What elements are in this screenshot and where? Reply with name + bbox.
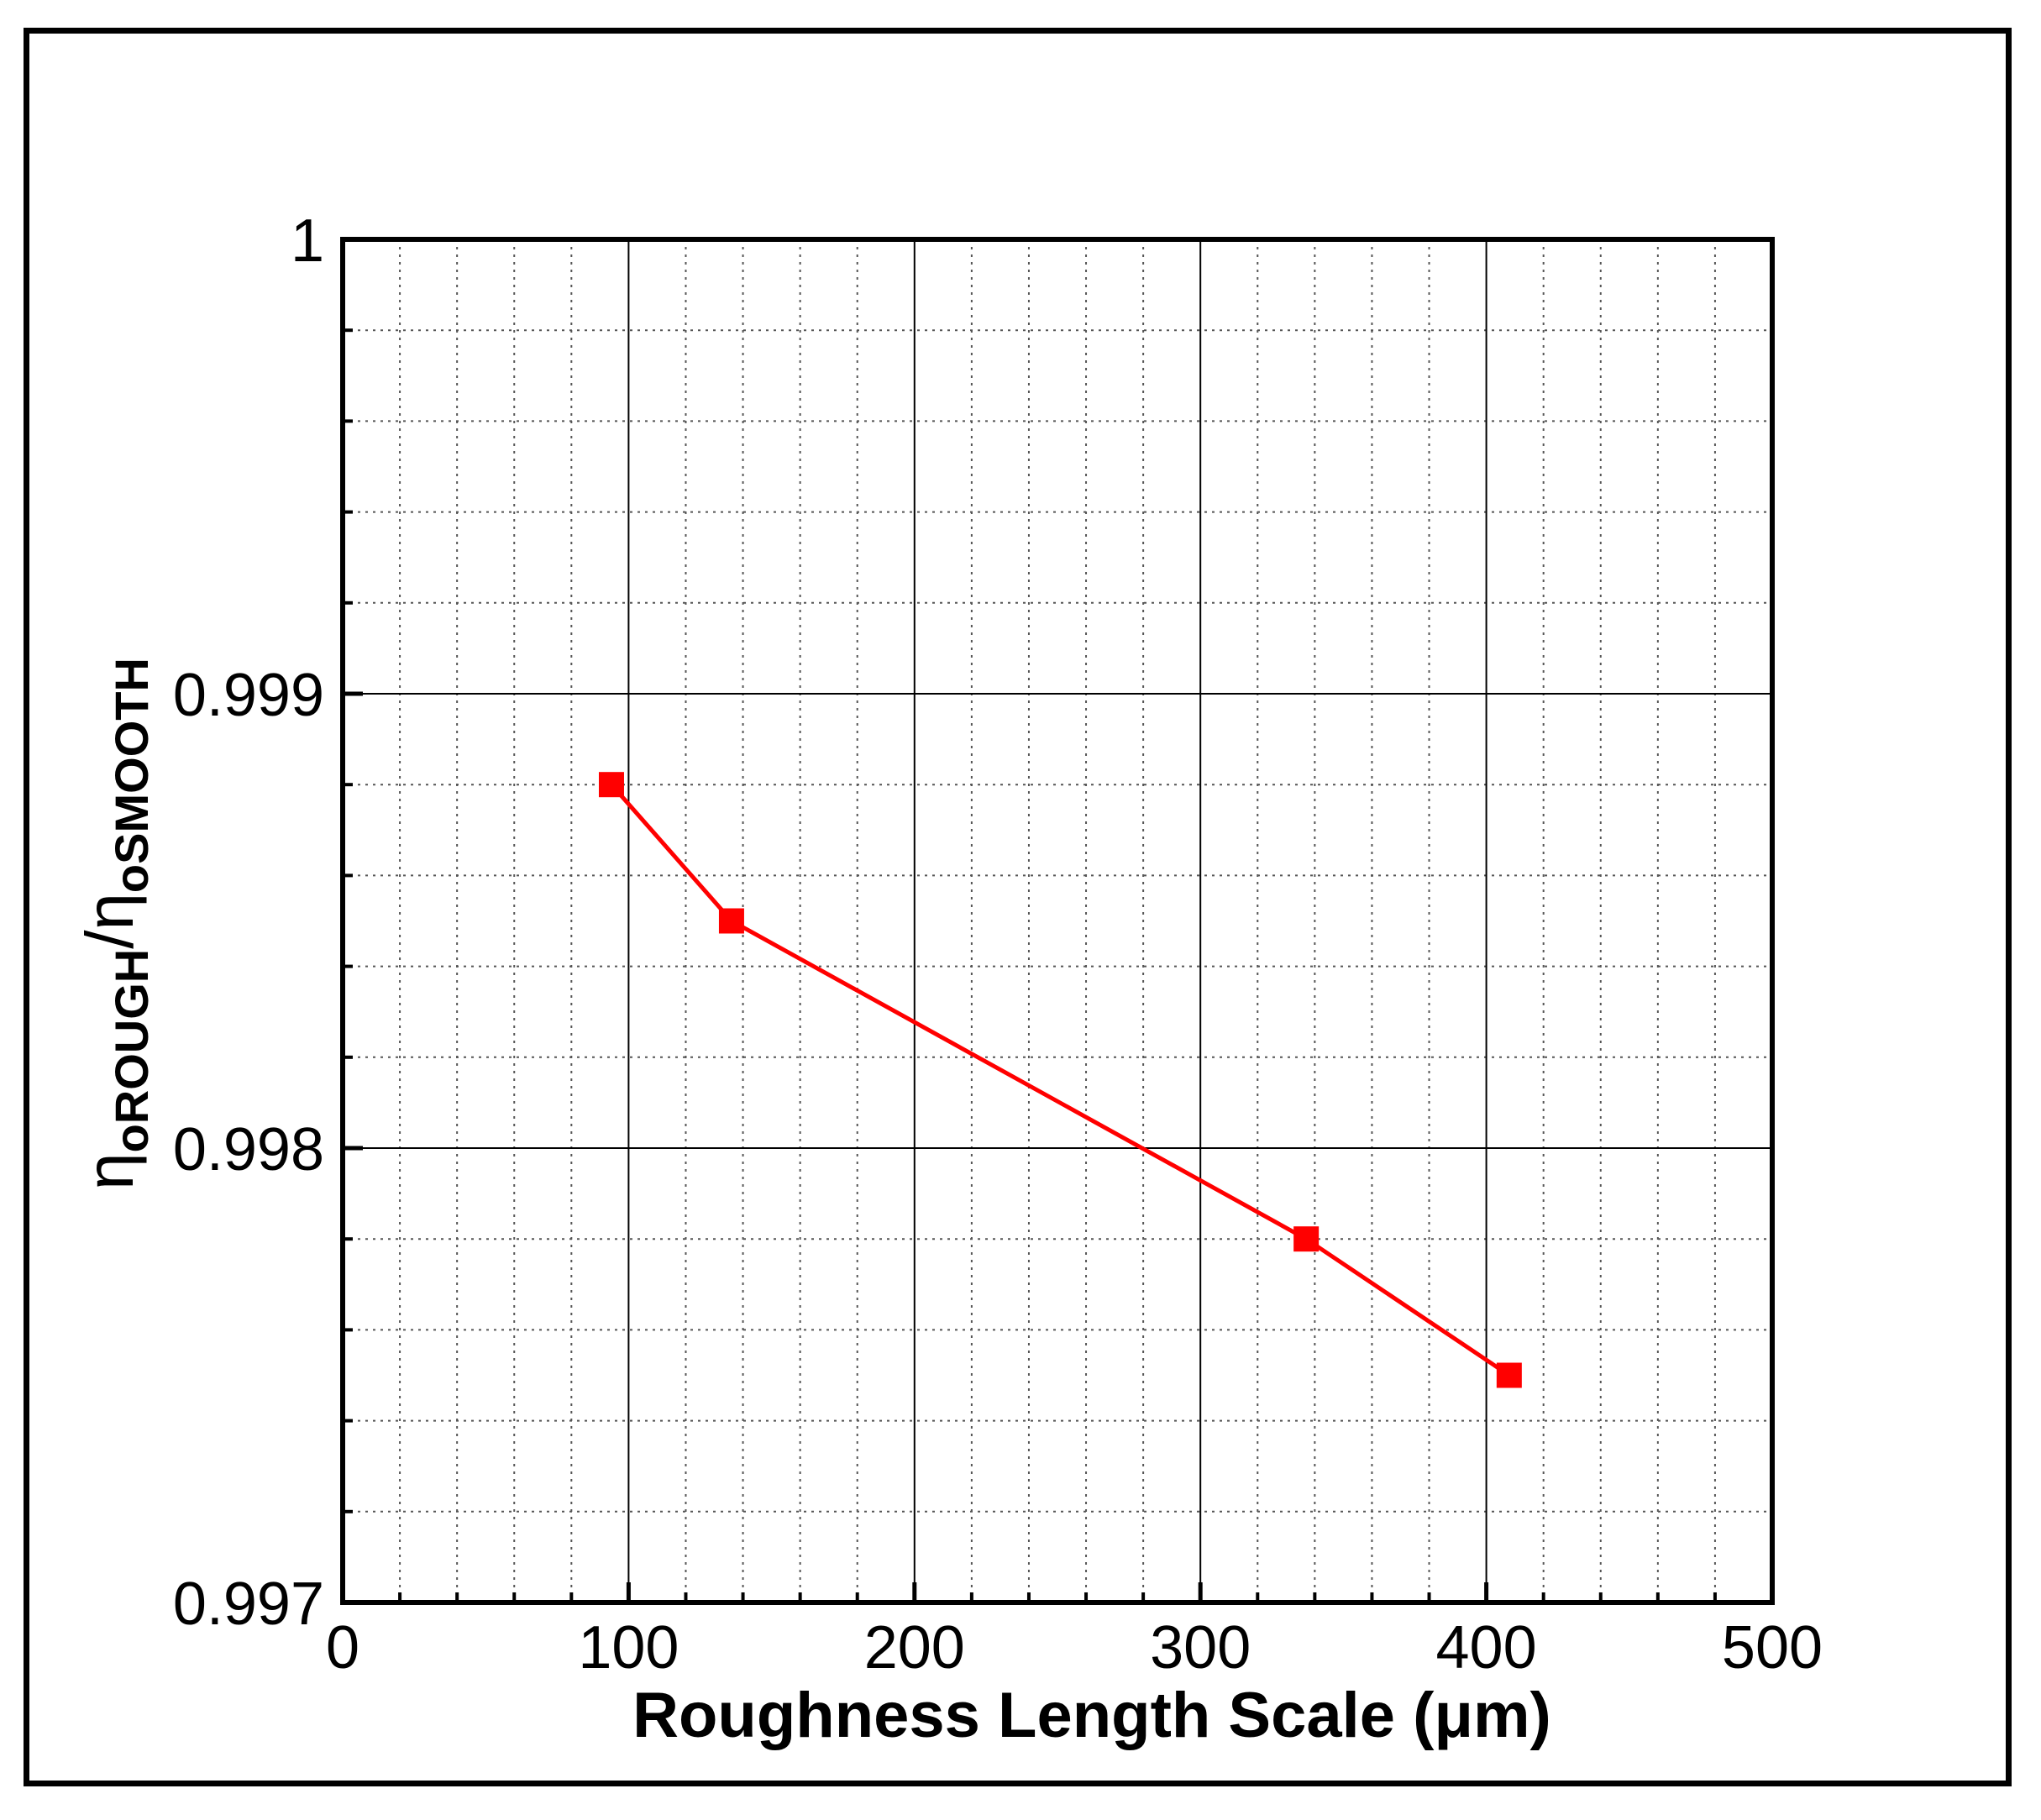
- data-point-marker: [1496, 1362, 1522, 1388]
- x-tick-label: 200: [864, 1614, 965, 1681]
- data-point-marker: [1293, 1226, 1320, 1252]
- y-axis-label-sep: /η: [72, 893, 147, 949]
- x-tick-label: 300: [1150, 1614, 1251, 1681]
- x-tick-label: 0: [326, 1614, 359, 1681]
- data-point-marker: [598, 772, 624, 798]
- y-tick-label: 0.999: [173, 662, 324, 729]
- y-axis-label-sub1: oROUGH: [105, 949, 158, 1153]
- y-axis-label-main: η: [72, 1152, 147, 1190]
- x-tick-label: 500: [1722, 1614, 1823, 1681]
- x-tick-label: 400: [1436, 1614, 1537, 1681]
- y-axis-label-sub2: oSMOOTH: [105, 658, 158, 893]
- series-line: [610, 783, 1511, 1377]
- major-grid: [343, 239, 1772, 1602]
- y-axis-label: ηoROUGH/ηoSMOOTH: [72, 658, 158, 1190]
- data-point-marker: [718, 908, 744, 934]
- figure-frame: [24, 28, 2012, 1786]
- minor-grid: [343, 239, 1772, 1602]
- data-series: [598, 772, 1522, 1388]
- axis-ticks: [340, 237, 1775, 1605]
- y-tick-label: 0.997: [173, 1571, 324, 1638]
- x-tick-label: 100: [578, 1614, 679, 1681]
- tick-labels: 0 100 200 300 400 500 0.997 0.998 0.999 1: [173, 207, 1823, 1681]
- x-axis-label: Roughness Length Scale (μm): [632, 1680, 1551, 1751]
- y-tick-label: 0.998: [173, 1116, 324, 1183]
- plot-area-border: [340, 237, 1775, 1605]
- y-tick-label: 1: [291, 207, 324, 275]
